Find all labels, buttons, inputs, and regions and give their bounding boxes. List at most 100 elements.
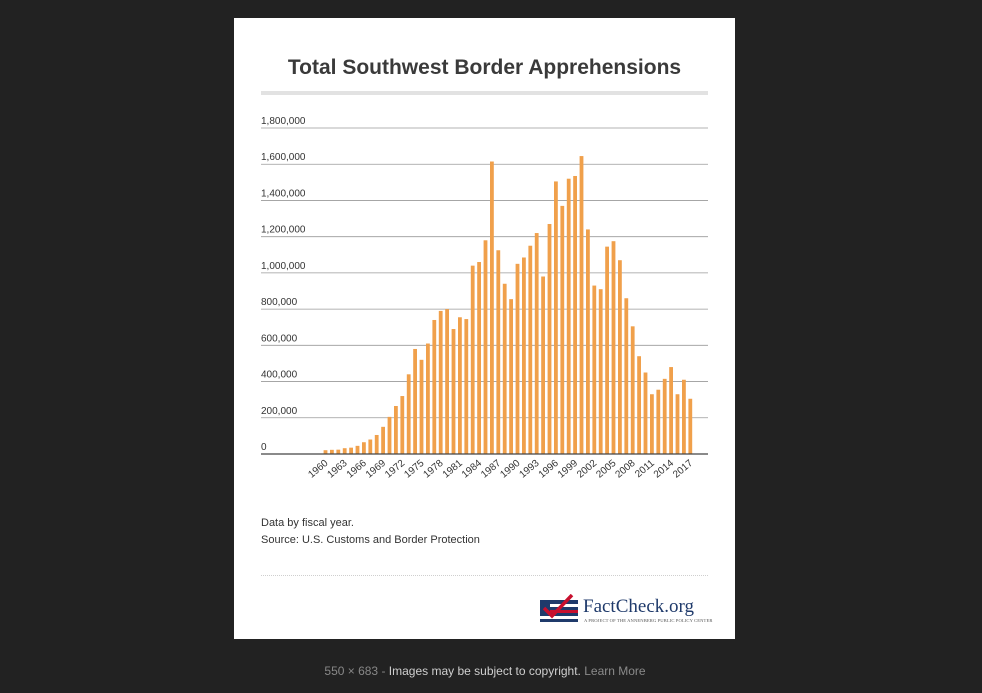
bar-1997 xyxy=(560,205,565,454)
copyright-notice: Images may be subject to copyright. xyxy=(388,664,581,678)
y-tick-label: 800,000 xyxy=(261,297,298,308)
bar-1972 xyxy=(400,396,405,454)
bar-1961 xyxy=(330,449,334,454)
bar-2015 xyxy=(675,394,680,454)
y-tick-label: 400,000 xyxy=(261,370,298,381)
x-tick-label: 2002 xyxy=(575,458,599,481)
x-tick-label: 2011 xyxy=(633,458,657,481)
x-tick-label: 1996 xyxy=(537,458,561,481)
bar-2013 xyxy=(662,378,667,454)
x-tick-label: 1984 xyxy=(460,458,484,481)
factcheck-logo: FactCheck.org A PROJECT OF THE ANNENBERG… xyxy=(538,592,712,628)
bar-1986 xyxy=(490,161,494,454)
bar-1969 xyxy=(381,426,385,454)
x-tick-label: 1960 xyxy=(306,458,330,481)
x-tick-label: 1969 xyxy=(364,458,388,481)
bar-1970 xyxy=(387,416,392,454)
x-tick-label: 1990 xyxy=(498,458,522,481)
bar-1998 xyxy=(566,178,571,454)
bar-1996 xyxy=(554,181,558,454)
bar-1982 xyxy=(464,319,469,454)
data-note: Data by fiscal year. xyxy=(261,517,354,529)
bar-1984 xyxy=(477,262,481,454)
image-dimensions: 550 × 683 xyxy=(324,664,379,678)
x-tick-label: 1975 xyxy=(402,458,426,481)
y-tick-label: 1,400,000 xyxy=(261,188,306,199)
bar-1967 xyxy=(368,439,373,454)
x-tick-label: 1972 xyxy=(383,458,407,481)
bar-2014 xyxy=(669,367,673,454)
image-footer: 550 × 683 - Images may be subject to cop… xyxy=(0,664,970,678)
x-tick-label: 1978 xyxy=(422,458,446,481)
y-tick-label: 1,200,000 xyxy=(261,225,306,236)
bar-1977 xyxy=(432,319,437,454)
x-tick-label: 1987 xyxy=(479,458,503,481)
bar-1991 xyxy=(522,257,526,454)
x-tick-label: 2014 xyxy=(652,458,676,481)
bar-1988 xyxy=(502,283,507,454)
y-tick-label: 1,000,000 xyxy=(261,261,306,272)
bar-2011 xyxy=(650,394,654,454)
x-tick-label: 1999 xyxy=(556,458,580,481)
source-note: Source: U.S. Customs and Border Protecti… xyxy=(261,534,480,546)
bar-1994 xyxy=(541,276,545,454)
bar-1960 xyxy=(323,450,328,454)
y-tick-label: 600,000 xyxy=(261,333,298,344)
logo-wordmark: FactCheck.org xyxy=(583,596,694,617)
bar-1983 xyxy=(470,265,475,454)
chart-title: Total Southwest Border Apprehensions xyxy=(287,56,682,79)
bar-1975 xyxy=(419,359,424,454)
bar-1990 xyxy=(515,263,520,454)
bar-1976 xyxy=(426,343,430,454)
bar-1966 xyxy=(362,442,366,454)
bar-1985 xyxy=(483,240,488,454)
bar-1974 xyxy=(413,348,417,454)
bar-1999 xyxy=(573,175,577,455)
bar-1965 xyxy=(355,445,360,454)
bar-1989 xyxy=(509,299,513,454)
x-axis-labels: 1960196319661969197219751978198119841987… xyxy=(306,458,695,481)
bar-1980 xyxy=(451,329,456,454)
bar-1978 xyxy=(438,310,443,454)
x-tick-label: 2008 xyxy=(614,458,638,481)
x-tick-label: 2005 xyxy=(594,458,618,481)
title-divider xyxy=(261,91,708,95)
bar-2017 xyxy=(688,398,693,454)
bar-2009 xyxy=(637,356,641,454)
bar-1995 xyxy=(547,223,552,454)
bar-1992 xyxy=(528,245,533,454)
bar-1971 xyxy=(394,406,398,454)
bar-2007 xyxy=(624,298,629,454)
bottom-divider xyxy=(261,575,708,576)
x-tick-label: 1963 xyxy=(326,458,350,481)
bar-2010 xyxy=(643,372,648,454)
bar-1981 xyxy=(458,317,462,454)
bar-1963 xyxy=(342,448,347,454)
bar-1968 xyxy=(374,434,379,454)
bars xyxy=(323,156,693,455)
bar-2000 xyxy=(579,156,584,454)
bar-1962 xyxy=(336,449,341,454)
y-tick-label: 1,600,000 xyxy=(261,152,306,163)
bar-2008 xyxy=(630,326,635,454)
bar-2003 xyxy=(598,289,603,454)
bar-1964 xyxy=(349,447,353,454)
bar-chart: 0 200,000 400,000 600,000 800,000 1,000,000 1,… xyxy=(261,116,708,481)
bar-2012 xyxy=(656,389,661,454)
x-tick-label: 1993 xyxy=(518,458,542,481)
y-axis-labels: 0 200,000 400,000 600,000 800,000 1,000,000 1,… xyxy=(261,116,306,453)
bar-1973 xyxy=(406,374,411,454)
bar-2004 xyxy=(605,246,609,454)
bar-2002 xyxy=(592,285,597,454)
bar-2006 xyxy=(618,260,622,454)
y-tick-label: 200,000 xyxy=(261,406,298,417)
x-tick-label: 1981 xyxy=(441,458,465,481)
bar-2005 xyxy=(611,241,616,454)
learn-more-link[interactable]: Learn More xyxy=(584,664,646,678)
x-tick-label: 1966 xyxy=(345,458,369,481)
bar-1979 xyxy=(445,309,449,454)
footer-separator: - xyxy=(381,664,386,678)
y-tick-label: 1,800,000 xyxy=(261,116,306,127)
bar-1987 xyxy=(496,250,501,454)
y-tick-label: 0 xyxy=(261,442,267,453)
